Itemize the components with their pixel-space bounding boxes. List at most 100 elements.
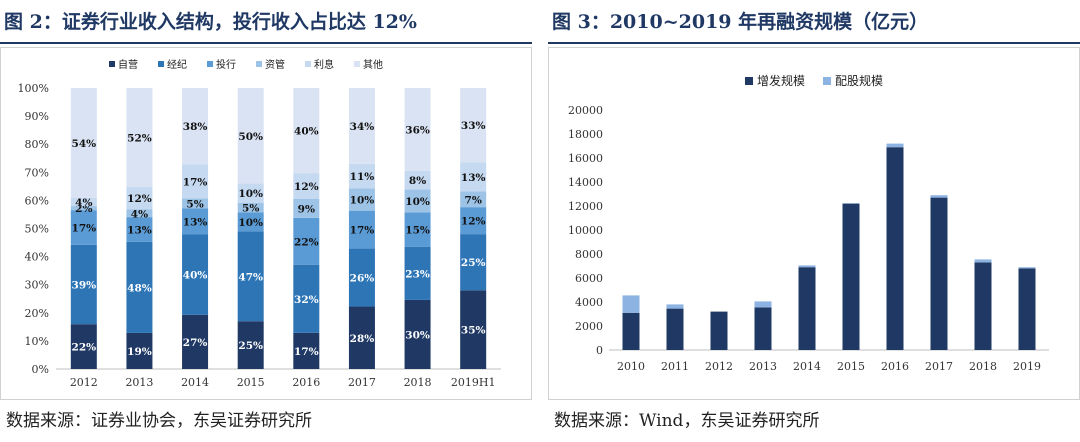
x-tick-label: 2016 xyxy=(881,360,909,373)
data-label: 19% xyxy=(127,346,152,358)
bar-segment xyxy=(70,206,97,211)
y-tick-label: 10000 xyxy=(568,224,603,237)
bar-segment xyxy=(70,210,97,245)
data-label: 25% xyxy=(238,340,263,352)
data-label: 4% xyxy=(131,208,148,220)
x-tick-label: 2018 xyxy=(404,376,432,389)
data-label: 36% xyxy=(405,124,430,136)
bar-segment xyxy=(126,209,153,218)
data-label: 40% xyxy=(183,270,208,282)
bar-segment xyxy=(182,198,209,209)
right-figure-title: 图 3：2010~2019 年再融资规模（亿元） xyxy=(552,11,929,33)
bar-segment xyxy=(348,210,375,249)
legend-label: 经纪 xyxy=(167,58,187,71)
left-source-note: 数据来源：证券业协会，东吴证券研究所 xyxy=(6,411,312,431)
legend-swatch xyxy=(109,61,115,67)
bar-segment xyxy=(348,306,375,369)
bar-segment xyxy=(842,203,860,350)
y-tick-label: 10% xyxy=(25,335,49,348)
data-label: 13% xyxy=(183,216,208,228)
bar-segment xyxy=(460,234,487,291)
bar-segment xyxy=(293,88,320,174)
data-label: 27% xyxy=(183,337,208,349)
y-tick-label: 18000 xyxy=(568,128,603,141)
x-tick-label: 2017 xyxy=(925,360,953,373)
bar-segment xyxy=(404,212,431,247)
right-source-note: 数据来源：Wind，东吴证券研究所 xyxy=(554,411,820,431)
data-label: 13% xyxy=(127,224,152,236)
bar-segment xyxy=(798,265,816,268)
left-chart-panel: 图 2：证券行业收入结构，投行收入占比达 12% 自营 经纪 投行 资管 利息 其他 0% 1… xyxy=(0,0,532,442)
y-tick-label: 20000 xyxy=(568,104,603,117)
legend-label: 自营 xyxy=(118,58,138,71)
refinancing-scale-chart: 增发规模 配股规模 0 2000 4000 6000 8000 10000 12000 14000… xyxy=(568,73,1049,373)
legend-swatch xyxy=(256,61,262,67)
legend-label: 投行 xyxy=(216,58,236,71)
y-tick-label: 6000 xyxy=(575,272,603,285)
legend-label: 配股规模 xyxy=(835,73,883,88)
bar-segment xyxy=(70,197,97,207)
right-chart-panel: 图 3：2010~2019 年再融资规模（亿元） 增发规模 配股规模 0 2000 40… xyxy=(548,0,1080,442)
y-tick-label: 0% xyxy=(32,363,49,376)
bar-segment xyxy=(460,191,487,208)
bar-segment xyxy=(460,162,487,192)
data-label: 10% xyxy=(238,217,263,229)
bar-segment xyxy=(710,311,728,350)
bar-segment xyxy=(666,304,684,309)
data-label: 5% xyxy=(186,198,203,210)
bar-segment xyxy=(404,88,431,171)
bar-segment xyxy=(1018,268,1036,350)
bar-segment xyxy=(182,314,209,369)
data-label: 5% xyxy=(242,202,259,214)
bar-segment xyxy=(1018,267,1036,269)
bar-segment xyxy=(182,208,209,235)
data-label: 34% xyxy=(350,121,375,133)
y-tick-label: 80% xyxy=(25,138,49,151)
data-label: 13% xyxy=(461,172,486,184)
bar-segment xyxy=(754,307,772,350)
bar-segment xyxy=(404,170,431,190)
bar-segment xyxy=(666,308,684,350)
legend-label: 增发规模 xyxy=(757,73,805,88)
left-figure-title: 图 2：证券行业收入结构，投行收入占比达 12% xyxy=(4,11,417,33)
bar-segment xyxy=(348,88,375,164)
data-label: 38% xyxy=(183,121,208,133)
bar-segment xyxy=(293,264,320,333)
bar-segment xyxy=(293,332,320,369)
data-label: 52% xyxy=(127,132,152,144)
bar-segment xyxy=(754,301,772,308)
y-tick-label: 0 xyxy=(596,344,603,357)
data-label: 48% xyxy=(127,282,152,294)
data-label: 4% xyxy=(75,197,92,209)
legend-swatch xyxy=(354,61,360,67)
x-tick-label: 2014 xyxy=(181,376,209,389)
data-label: 25% xyxy=(461,257,486,269)
bar-segment xyxy=(182,88,209,165)
data-label: 50% xyxy=(238,131,263,143)
bar-segment xyxy=(126,88,153,187)
data-label: 35% xyxy=(461,325,486,337)
bar-segment xyxy=(622,312,640,350)
data-label: 15% xyxy=(405,225,430,237)
bar-segment xyxy=(348,188,375,211)
legend-swatch xyxy=(305,61,311,67)
data-label: 28% xyxy=(350,333,375,345)
bar-segment xyxy=(237,183,264,203)
data-label: 2% xyxy=(75,203,92,215)
data-label: 17% xyxy=(183,176,208,188)
y-tick-label: 30% xyxy=(25,279,49,292)
left-title-rule xyxy=(0,42,532,44)
bar-segment xyxy=(404,246,431,300)
data-label: 7% xyxy=(465,194,482,206)
data-label: 17% xyxy=(294,346,319,358)
y-tick-label: 2000 xyxy=(575,320,603,333)
bar-segment xyxy=(293,217,320,265)
bar-segment xyxy=(930,195,948,198)
legend-label: 资管 xyxy=(265,58,285,71)
bar-segment xyxy=(182,234,209,315)
data-label: 33% xyxy=(461,120,486,132)
data-label: 12% xyxy=(294,181,319,193)
data-label: 17% xyxy=(72,222,97,234)
legend-swatch xyxy=(823,77,831,85)
bar-segment xyxy=(126,186,153,210)
